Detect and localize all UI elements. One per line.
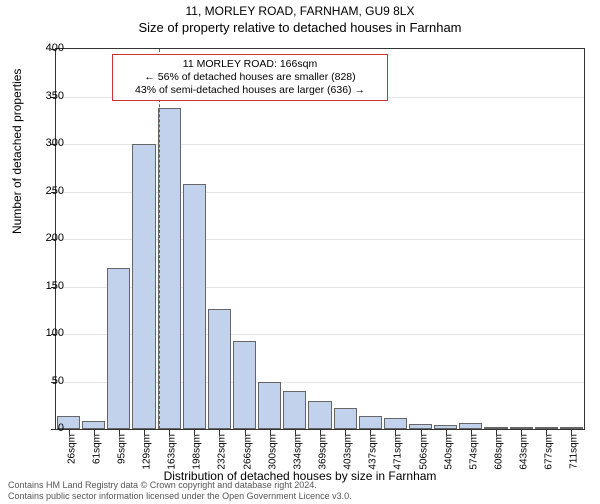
annotation-line: 43% of semi-detached houses are larger (… [119, 84, 381, 97]
xtick-label: 506sqm [418, 434, 429, 470]
histogram-bar [82, 421, 105, 429]
histogram-bar [560, 427, 583, 429]
xtick-label: 711sqm [569, 434, 580, 469]
ytick-label: 200 [24, 232, 64, 244]
histogram-bar [484, 427, 507, 429]
histogram-bar [208, 309, 231, 429]
xtick-label: 471sqm [393, 434, 404, 470]
ytick-label: 300 [24, 137, 64, 149]
ytick-label: 0 [24, 422, 64, 434]
histogram-bar [334, 408, 357, 429]
histogram-bar [132, 144, 155, 429]
ytick-label: 250 [24, 185, 64, 197]
ytick-label: 50 [24, 375, 64, 387]
plot-frame: 26sqm61sqm95sqm129sqm163sqm198sqm232sqm2… [55, 48, 585, 430]
histogram-bar [283, 391, 306, 429]
xtick-label: 163sqm [167, 434, 178, 470]
histogram-bar [308, 401, 331, 430]
highlight-line [159, 49, 160, 429]
xtick-label: 403sqm [343, 434, 354, 470]
xtick-label: 437sqm [368, 434, 379, 470]
xtick-label: 334sqm [292, 434, 303, 470]
histogram-bar [459, 423, 482, 429]
histogram-bar [409, 424, 432, 429]
histogram-bar [359, 416, 382, 429]
annotation-line: ← 56% of detached houses are smaller (82… [119, 71, 381, 84]
highlight-annotation: 11 MORLEY ROAD: 166sqm← 56% of detached … [112, 54, 388, 101]
xtick-label: 643sqm [519, 434, 530, 470]
histogram-bar [384, 418, 407, 429]
histogram-bar [233, 341, 256, 429]
y-axis-label: Number of detached properties [10, 69, 24, 234]
footer-line-2: Contains public sector information licen… [8, 491, 592, 502]
xtick-label: 95sqm [116, 434, 127, 464]
chart-area: 26sqm61sqm95sqm129sqm163sqm198sqm232sqm2… [55, 48, 585, 430]
histogram-bar [107, 268, 130, 430]
ytick-label: 150 [24, 280, 64, 292]
histogram-bar [183, 184, 206, 429]
xtick-label: 677sqm [544, 434, 555, 470]
address-title: 11, MORLEY ROAD, FARNHAM, GU9 8LX [0, 4, 600, 18]
ytick-label: 100 [24, 327, 64, 339]
histogram-bar [510, 427, 533, 429]
annotation-line: 11 MORLEY ROAD: 166sqm [119, 58, 381, 71]
xtick-label: 540sqm [443, 434, 454, 470]
subtitle: Size of property relative to detached ho… [0, 20, 600, 35]
ytick-label: 350 [24, 90, 64, 102]
histogram-bar [158, 108, 181, 429]
histogram-bar [434, 425, 457, 429]
xtick-label: 232sqm [217, 434, 228, 470]
xtick-label: 369sqm [318, 434, 329, 470]
xtick-label: 266sqm [242, 434, 253, 470]
xtick-label: 26sqm [66, 434, 77, 464]
histogram-bar [258, 382, 281, 430]
histogram-bar [535, 427, 558, 429]
footer: Contains HM Land Registry data © Crown c… [8, 480, 592, 502]
xtick-label: 574sqm [468, 434, 479, 470]
ytick-label: 400 [24, 42, 64, 54]
xtick-label: 61sqm [91, 434, 102, 464]
xtick-label: 198sqm [192, 434, 203, 470]
xtick-label: 300sqm [267, 434, 278, 470]
footer-line-1: Contains HM Land Registry data © Crown c… [8, 480, 592, 491]
xtick-label: 608sqm [494, 434, 505, 470]
xtick-label: 129sqm [142, 434, 153, 470]
